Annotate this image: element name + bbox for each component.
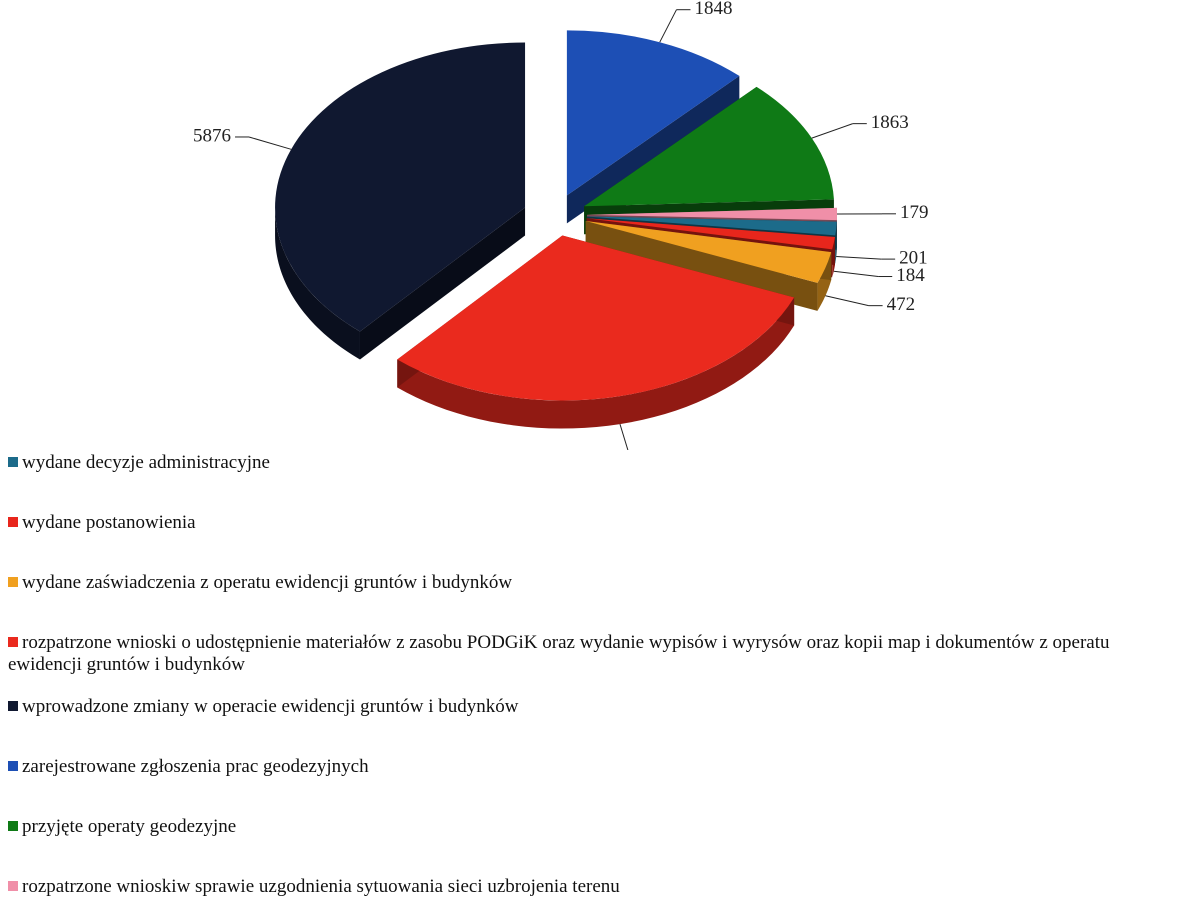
- legend-label: przyjęte operaty geodezyjne: [22, 816, 236, 837]
- legend-swatch: [8, 577, 18, 587]
- value-label: 1848: [694, 0, 732, 19]
- leader-line: [812, 124, 853, 138]
- legend-swatch: [8, 637, 18, 647]
- slice: [275, 43, 525, 332]
- legend-label: zarejestrowane zgłoszenia prac geodezyjn…: [22, 756, 369, 777]
- legend-swatch: [8, 457, 18, 467]
- legend-item: rozpatrzone wnioskiw sprawie uzgodnienia…: [8, 876, 1176, 898]
- legend-label: rozpatrzone wnioskiw sprawie uzgodnienia…: [22, 876, 620, 897]
- legend-swatch: [8, 517, 18, 527]
- value-label: 5876: [193, 125, 231, 146]
- leader-line: [620, 424, 630, 450]
- legend-item: wprowadzone zmiany w operacie ewidencji …: [8, 696, 1176, 718]
- legend-label: wydane zaświadczenia z operatu ewidencji…: [22, 572, 512, 593]
- legend-item: wydane postanowienia: [8, 512, 1176, 534]
- leader-line: [660, 10, 677, 42]
- value-label: 184: [896, 265, 925, 286]
- leader-line: [834, 271, 878, 276]
- legend-label: wprowadzone zmiany w operacie ewidencji …: [22, 696, 519, 717]
- legend-item: przyjęte operaty geodezyjne: [8, 816, 1176, 838]
- leader-line: [825, 296, 868, 306]
- legend-item: wydane decyzje administracyjne: [8, 452, 1176, 474]
- legend-swatch: [8, 881, 18, 891]
- value-label: 472: [887, 294, 916, 315]
- value-label: 1863: [871, 112, 909, 133]
- legend-swatch: [8, 761, 18, 771]
- legend-label: rozpatrzone wnioski o udostępnienie mate…: [8, 632, 1109, 675]
- chart: 2011844724631587618481863179: [0, 0, 1180, 450]
- leader-line: [249, 137, 291, 149]
- legend-label: wydane postanowienia: [22, 512, 196, 533]
- legend-swatch: [8, 821, 18, 831]
- legend-item: zarejestrowane zgłoszenia prac geodezyjn…: [8, 756, 1176, 778]
- legend-item: rozpatrzone wnioski o udostępnienie mate…: [8, 632, 1176, 676]
- leader-line: [836, 257, 881, 260]
- legend-item: wydane zaświadczenia z operatu ewidencji…: [8, 572, 1176, 594]
- legend-swatch: [8, 701, 18, 711]
- legend-label: wydane decyzje administracyjne: [22, 452, 270, 473]
- value-label: 179: [900, 202, 929, 223]
- value-label: 4631: [648, 447, 686, 450]
